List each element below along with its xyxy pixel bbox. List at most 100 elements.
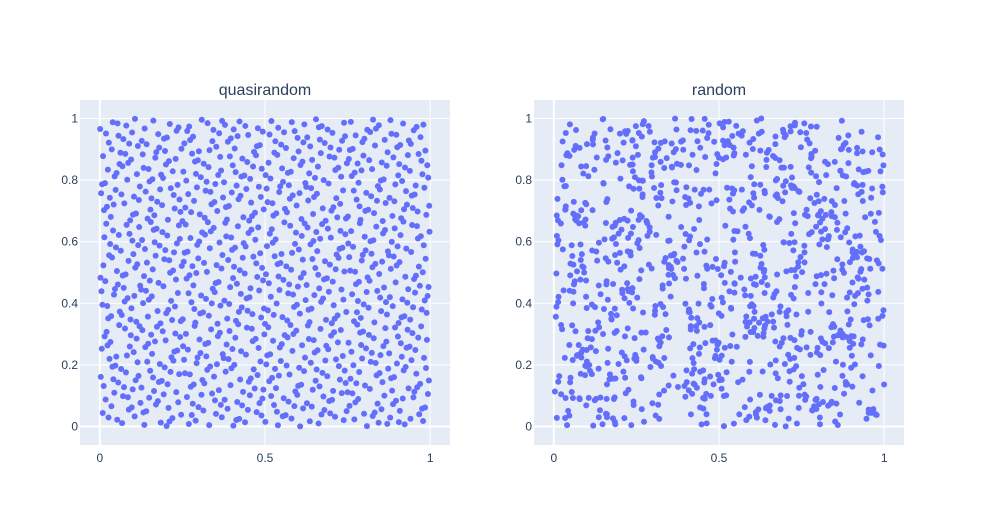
scatter-point-random [846,344,853,351]
scatter-point-quasirandom [265,324,272,331]
scatter-point-quasirandom [407,316,414,323]
scatter-point-quasirandom [177,318,184,325]
scatter-point-random [727,205,734,212]
scatter-point-random [780,239,787,246]
scatter-point-random [776,308,783,315]
scatter-point-random [572,216,579,223]
scatter-point-random [772,357,779,364]
scatter-point-random [819,236,826,243]
scatter-point-random [592,348,599,355]
scatter-point-random [847,316,854,323]
scatter-point-quasirandom [423,309,430,316]
scatter-point-random [630,305,637,312]
scatter-point-random [750,190,757,197]
scatter-point-quasirandom [400,120,407,127]
scatter-point-random [862,214,869,221]
scatter-point-quasirandom [281,332,288,339]
scatter-point-random [629,289,636,296]
scatter-point-quasirandom [272,385,279,392]
scatter-point-quasirandom [136,323,143,330]
scatter-point-quasirandom [300,270,307,277]
scatter-point-quasirandom [374,287,381,294]
scatter-point-random [663,155,670,162]
scatter-point-random [858,128,865,135]
scatter-point-random [695,300,702,307]
scatter-point-random [879,312,886,319]
scatter-point-random [689,151,696,158]
scatter-point-random [570,300,577,307]
scatter-point-quasirandom [255,183,262,190]
scatter-point-quasirandom [420,121,427,128]
scatter-point-quasirandom [369,166,376,173]
scatter-point-random [582,216,589,223]
scatter-point-quasirandom [266,230,273,237]
scatter-point-random [831,202,838,209]
scatter-point-random [559,326,566,333]
scatter-point-random [762,417,769,424]
scatter-point-quasirandom [181,370,188,377]
scatter-point-quasirandom [299,256,306,263]
scatter-point-random [772,338,779,345]
scatter-point-quasirandom [141,125,148,132]
scatter-point-quasirandom [162,148,168,155]
scatter-point-quasirandom [203,268,210,275]
scatter-point-quasirandom [108,313,115,320]
scatter-point-quasirandom [390,401,397,408]
scatter-point-quasirandom [317,325,324,332]
scatter-point-quasirandom [206,245,213,252]
scatter-point-random [678,224,685,231]
scatter-point-quasirandom [362,247,369,254]
scatter-point-quasirandom [264,352,271,359]
scatter-point-random [763,156,770,163]
scatter-point-quasirandom [222,368,229,375]
scatter-point-random [771,324,777,331]
scatter-point-quasirandom [153,323,160,330]
scatter-point-random [626,183,633,190]
scatter-point-random [581,269,588,276]
scatter-point-quasirandom [368,349,375,356]
scatter-point-quasirandom [291,403,298,410]
scatter-point-random [757,147,764,154]
scatter-point-random [564,422,571,429]
scatter-point-random [737,274,744,281]
scatter-point-quasirandom [172,276,179,283]
scatter-point-quasirandom [315,124,322,131]
scatter-point-random [831,323,838,330]
scatter-point-random [865,291,872,298]
scatter-point-random [801,391,808,398]
scatter-point-quasirandom [292,240,298,247]
scatter-point-quasirandom [401,206,408,213]
scatter-point-random [772,177,779,184]
scatter-point-quasirandom [362,382,368,389]
scatter-point-random [616,216,623,223]
scatter-point-random [803,130,810,137]
scatter-point-random [700,394,707,401]
scatter-point-quasirandom [373,223,380,230]
scatter-point-quasirandom [363,189,370,196]
scatter-point-quasirandom [148,331,155,338]
scatter-point-random [865,406,872,413]
scatter-point-quasirandom [268,392,275,399]
scatter-point-quasirandom [285,398,292,405]
scatter-point-quasirandom [378,308,385,315]
scatter-point-random [731,249,738,256]
scatter-point-quasirandom [200,407,207,414]
y-tick-label-random: 0.4 [515,296,532,310]
scatter-point-quasirandom [183,177,190,184]
scatter-point-quasirandom [156,144,163,151]
scatter-point-quasirandom [322,316,329,323]
scatter-point-quasirandom [235,308,242,315]
scatter-point-random [583,346,590,353]
scatter-point-quasirandom [188,209,195,216]
scatter-point-random [570,288,577,295]
scatter-point-random [727,304,734,311]
scatter-point-quasirandom [406,167,413,174]
scatter-point-quasirandom [286,195,293,202]
scatter-point-quasirandom [381,136,388,143]
scatter-point-quasirandom [130,251,137,258]
scatter-point-random [630,185,637,192]
scatter-point-quasirandom [425,377,432,384]
scatter-point-random [565,407,572,414]
scatter-point-random [665,237,672,244]
scatter-point-random [832,418,839,425]
